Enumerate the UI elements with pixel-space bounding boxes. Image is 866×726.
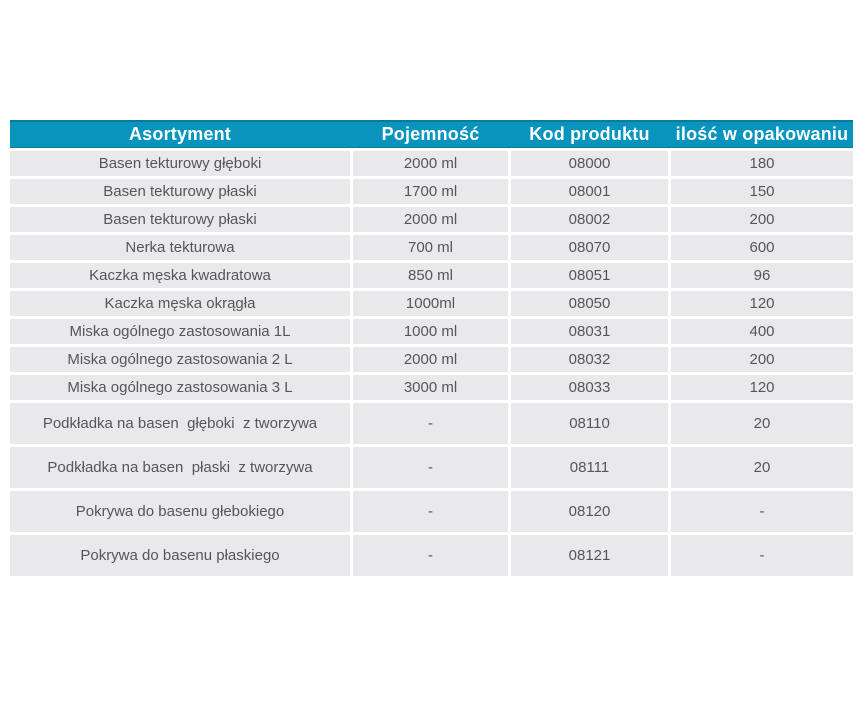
cell-asortyment: Podkładka na basen głęboki z tworzywa: [10, 403, 350, 444]
cell-ilosc: 150: [671, 179, 853, 204]
cell-ilosc: 200: [671, 207, 853, 232]
cell-ilosc: 400: [671, 319, 853, 344]
cell-ilosc: 96: [671, 263, 853, 288]
table-row: Pokrywa do basenu płaskiego - 08121 -: [10, 535, 853, 576]
cell-asortyment: Pokrywa do basenu płaskiego: [10, 535, 350, 576]
cell-asortyment: Pokrywa do basenu głebokiego: [10, 491, 350, 532]
cell-ilosc: 600: [671, 235, 853, 260]
cell-asortyment: Basen tekturowy płaski: [10, 179, 350, 204]
cell-ilosc: -: [671, 535, 853, 576]
table-row: Miska ogólnego zastosowania 2 L 2000 ml …: [10, 347, 853, 372]
cell-kod-produktu: 08032: [511, 347, 668, 372]
cell-asortyment: Miska ogólnego zastosowania 3 L: [10, 375, 350, 400]
table-row: Miska ogólnego zastosowania 3 L 3000 ml …: [10, 375, 853, 400]
table-row: Miska ogólnego zastosowania 1L 1000 ml 0…: [10, 319, 853, 344]
table-row: Podkładka na basen głęboki z tworzywa - …: [10, 403, 853, 444]
cell-kod-produktu: 08051: [511, 263, 668, 288]
cell-kod-produktu: 08121: [511, 535, 668, 576]
cell-kod-produktu: 08002: [511, 207, 668, 232]
table-row: Podkładka na basen płaski z tworzywa - 0…: [10, 447, 853, 488]
cell-kod-produktu: 08070: [511, 235, 668, 260]
cell-asortyment: Kaczka męska kwadratowa: [10, 263, 350, 288]
cell-asortyment: Miska ogólnego zastosowania 1L: [10, 319, 350, 344]
cell-pojemnosc: 2000 ml: [353, 151, 508, 176]
cell-asortyment: Nerka tekturowa: [10, 235, 350, 260]
column-header-pojemnosc: Pojemność: [381, 124, 480, 144]
cell-pojemnosc: 1000 ml: [353, 319, 508, 344]
column-header-ilosc-w-opakowaniu: ilość w opakowaniu: [675, 124, 849, 144]
cell-asortyment: Kaczka męska okrągła: [10, 291, 350, 316]
cell-pojemnosc: -: [353, 535, 508, 576]
cell-ilosc: 200: [671, 347, 853, 372]
cell-kod-produktu: 08111: [511, 447, 668, 488]
cell-ilosc: -: [671, 491, 853, 532]
table-row: Basen tekturowy płaski 1700 ml 08001 150: [10, 179, 853, 204]
cell-asortyment: Podkładka na basen płaski z tworzywa: [10, 447, 350, 488]
table-row: Basen tekturowy głęboki 2000 ml 08000 18…: [10, 151, 853, 176]
table-row: Nerka tekturowa 700 ml 08070 600: [10, 235, 853, 260]
cell-ilosc: 180: [671, 151, 853, 176]
cell-pojemnosc: 2000 ml: [353, 347, 508, 372]
cell-kod-produktu: 08033: [511, 375, 668, 400]
table-row: Kaczka męska okrągła 1000ml 08050 120: [10, 291, 853, 316]
cell-pojemnosc: 2000 ml: [353, 207, 508, 232]
cell-ilosc: 120: [671, 291, 853, 316]
cell-asortyment: Basen tekturowy głęboki: [10, 151, 350, 176]
cell-pojemnosc: 1000ml: [353, 291, 508, 316]
product-table: Asortyment Pojemność Kod produktu ilość …: [10, 120, 853, 576]
cell-pojemnosc: 1700 ml: [353, 179, 508, 204]
cell-kod-produktu: 08031: [511, 319, 668, 344]
table-row: Kaczka męska kwadratowa 850 ml 08051 96: [10, 263, 853, 288]
cell-pojemnosc: -: [353, 491, 508, 532]
cell-kod-produktu: 08050: [511, 291, 668, 316]
cell-kod-produktu: 08001: [511, 179, 668, 204]
cell-pojemnosc: 3000 ml: [353, 375, 508, 400]
column-header-kod-produktu: Kod produktu: [529, 124, 650, 144]
column-header-asortyment: Asortyment: [128, 124, 232, 144]
cell-kod-produktu: 08110: [511, 403, 668, 444]
table-row: Pokrywa do basenu głebokiego - 08120 -: [10, 491, 853, 532]
cell-kod-produktu: 08000: [511, 151, 668, 176]
cell-ilosc: 20: [671, 403, 853, 444]
cell-ilosc: 20: [671, 447, 853, 488]
cell-pojemnosc: -: [353, 403, 508, 444]
cell-pojemnosc: -: [353, 447, 508, 488]
cell-kod-produktu: 08120: [511, 491, 668, 532]
cell-pojemnosc: 700 ml: [353, 235, 508, 260]
cell-ilosc: 120: [671, 375, 853, 400]
cell-asortyment: Miska ogólnego zastosowania 2 L: [10, 347, 350, 372]
cell-pojemnosc: 850 ml: [353, 263, 508, 288]
table-header-row: Asortyment Pojemność Kod produktu ilość …: [10, 120, 853, 148]
cell-asortyment: Basen tekturowy płaski: [10, 207, 350, 232]
table-row: Basen tekturowy płaski 2000 ml 08002 200: [10, 207, 853, 232]
